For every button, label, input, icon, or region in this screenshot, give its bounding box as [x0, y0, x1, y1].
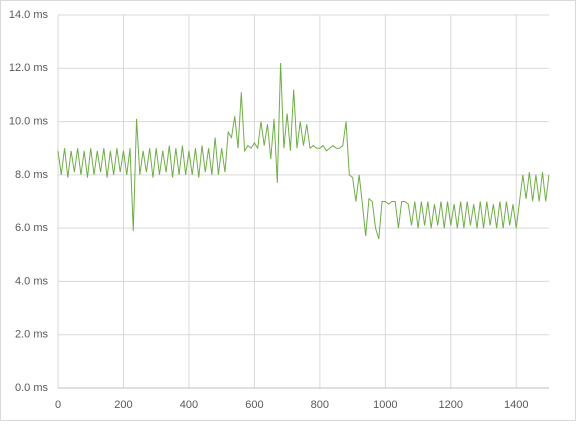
x-tick-label: 0	[55, 399, 61, 411]
x-tick-label: 400	[180, 399, 198, 411]
y-tick-label: 14.0 ms	[9, 9, 49, 21]
x-tick-label: 600	[245, 399, 263, 411]
x-tick-label: 1200	[439, 399, 463, 411]
x-tick-label: 1400	[504, 399, 528, 411]
x-tick-label: 200	[114, 399, 132, 411]
y-tick-label: 8.0 ms	[15, 169, 49, 181]
chart-border	[0, 0, 576, 421]
y-tick-label: 2.0 ms	[15, 329, 49, 341]
y-tick-label: 4.0 ms	[15, 275, 49, 287]
y-tick-label: 12.0 ms	[9, 62, 49, 74]
y-tick-label: 10.0 ms	[9, 115, 49, 127]
y-tick-label: 6.0 ms	[15, 222, 49, 234]
y-tick-label: 0.0 ms	[15, 382, 49, 394]
x-tick-label: 800	[311, 399, 329, 411]
x-tick-label: 1000	[373, 399, 397, 411]
line-series	[57, 62, 550, 239]
